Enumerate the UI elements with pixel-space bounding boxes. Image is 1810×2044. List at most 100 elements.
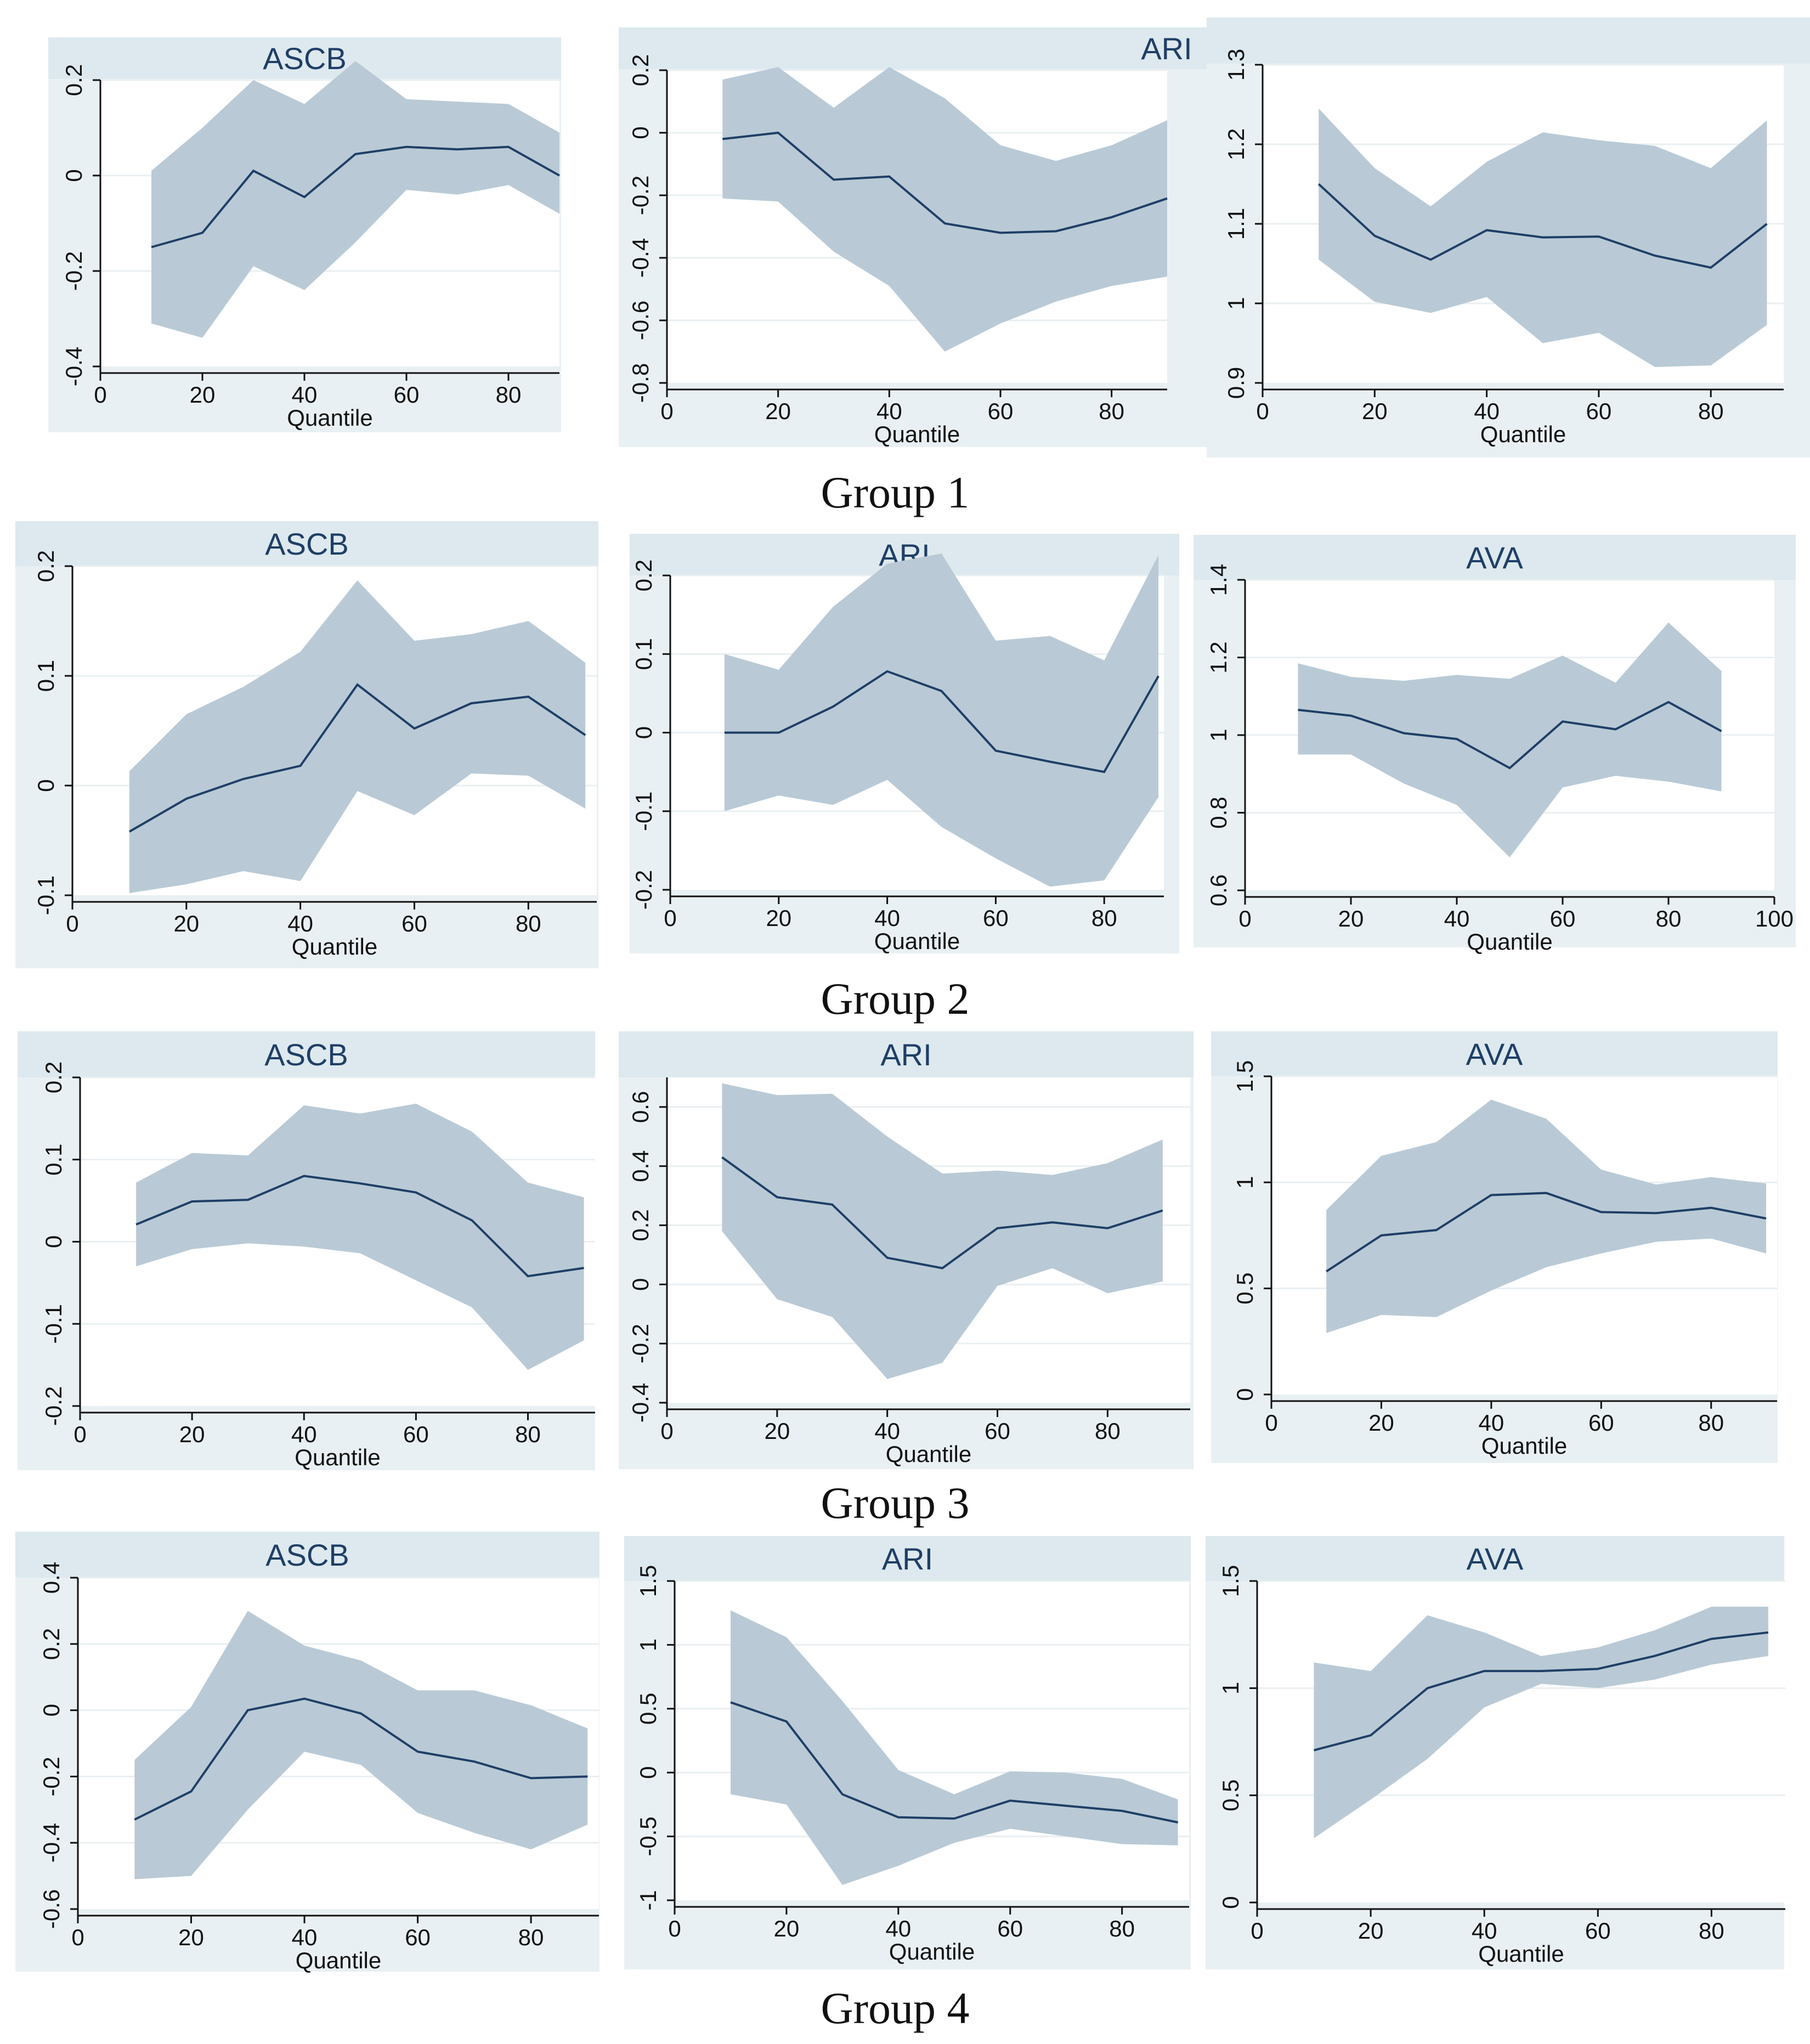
x-tick-label: 80 <box>1698 1410 1724 1436</box>
x-tick-label: 20 <box>178 1924 204 1950</box>
x-axis-label: Quantile <box>874 928 960 954</box>
x-tick-label: 40 <box>1479 1410 1504 1436</box>
coefficient-line <box>1313 1631 1769 1752</box>
confidence-band <box>724 553 1159 887</box>
coefficient-line <box>134 1697 588 1821</box>
confidence-band <box>1326 1099 1766 1333</box>
x-tick-label: 0 <box>1238 906 1251 931</box>
x-tick-label: 20 <box>1358 1918 1384 1944</box>
x-tick-label: 0 <box>1265 1410 1277 1436</box>
x-tick-label: 0 <box>1251 1918 1263 1944</box>
y-tick-label: 0.1 <box>631 638 657 670</box>
chart-panels: ASCB -0.4 -0.2 0 0.2 0 20 40 60 80 Quantile ARI -0.8… <box>15 18 1810 1973</box>
confidence-band <box>722 67 1167 352</box>
y-tick-label: 0.5 <box>635 1693 661 1725</box>
chart-title: ASCB <box>265 527 349 561</box>
x-tick-label: 0 <box>660 1418 673 1444</box>
x-tick-label: 0 <box>668 1916 681 1941</box>
y-tick-label: 0 <box>635 1766 661 1779</box>
x-tick-label: 40 <box>287 911 313 936</box>
y-tick-label: 1 <box>1232 1176 1258 1189</box>
y-tick-label: 1.3 <box>1223 49 1249 81</box>
x-tick-label: 80 <box>1656 906 1682 931</box>
coefficient-line <box>135 1175 584 1278</box>
title-bar <box>1207 18 1810 64</box>
y-tick-label: 1.5 <box>1232 1060 1258 1092</box>
x-tick-label: 40 <box>876 398 902 424</box>
y-tick-label: 1.1 <box>1223 208 1249 240</box>
title-bar <box>18 1031 595 1077</box>
x-tick-label: 40 <box>292 382 318 408</box>
y-tick-label: 0 <box>61 169 87 182</box>
x-tick-label: 20 <box>190 382 216 408</box>
y-tick-label: 0.4 <box>38 1562 64 1594</box>
y-tick-label: -0.5 <box>635 1816 661 1856</box>
chart-title: ASCB <box>265 1538 349 1572</box>
x-tick-label: 60 <box>1588 1410 1614 1436</box>
x-tick-label: 0 <box>1256 398 1269 424</box>
y-tick-label: 0 <box>627 126 653 139</box>
y-tick-label: 0 <box>38 1704 64 1716</box>
coefficient-line <box>724 670 1159 773</box>
chart-title: ASCB <box>263 41 347 76</box>
y-tick-label: -0.4 <box>38 1823 64 1862</box>
coefficient-line <box>151 145 560 249</box>
x-tick-label: 60 <box>394 382 420 408</box>
x-tick-label: 40 <box>885 1916 911 1941</box>
y-tick-label: -0.4 <box>61 347 87 386</box>
y-tick-label: 0 <box>1232 1388 1258 1401</box>
y-tick-label: 0.2 <box>41 1061 66 1093</box>
x-tick-label: 40 <box>1444 906 1470 931</box>
chart-title: ASCB <box>264 1037 348 1072</box>
chart-title: ARI <box>1141 31 1192 66</box>
chart-g3-ari: ARI -0.4 -0.2 0 0.2 0.4 0.6 0 20 40 60 80 Quantile <box>619 1031 1194 1469</box>
x-tick-label: 60 <box>997 1916 1023 1941</box>
chart-g2-ascb: ASCB -0.1 0 0.1 0.2 0 20 40 60 80 Quantile <box>15 521 598 968</box>
x-tick-label: 40 <box>1472 1918 1497 1944</box>
y-tick-label: 0.1 <box>33 660 59 692</box>
chart-title: ARI <box>882 1542 933 1576</box>
y-tick-label: -0.6 <box>38 1889 64 1929</box>
y-tick-label: 0.2 <box>38 1628 64 1660</box>
y-tick-label: 0.9 <box>1223 367 1249 399</box>
y-tick-label: -0.4 <box>627 1383 653 1422</box>
x-tick-label: 60 <box>985 1418 1010 1444</box>
x-tick-label: 0 <box>664 905 676 931</box>
x-tick-label: 60 <box>983 905 1009 931</box>
y-tick-label: -0.2 <box>627 1324 653 1363</box>
y-tick-label: 0 <box>1218 1896 1243 1909</box>
y-tick-label: 0.6 <box>627 1091 653 1123</box>
y-tick-label: 1.2 <box>1223 128 1249 160</box>
y-tick-label: -0.1 <box>41 1304 66 1343</box>
y-tick-label: 1.5 <box>1218 1565 1243 1597</box>
x-tick-label: 60 <box>403 1421 429 1447</box>
title-bar <box>1194 535 1796 580</box>
confidence-band <box>722 1083 1163 1379</box>
x-axis-label: Quantile <box>292 934 377 959</box>
group-label-4: Group 4 <box>821 1983 969 2033</box>
title-bar <box>15 521 598 566</box>
x-tick-label: 20 <box>765 398 791 424</box>
group-label-2: Group 2 <box>821 974 969 1024</box>
x-tick-label: 80 <box>1099 398 1124 424</box>
group-label-3: Group 3 <box>821 1478 969 1528</box>
x-tick-label: 60 <box>1585 1918 1611 1944</box>
y-tick-label: -1 <box>635 1890 661 1910</box>
chart-g3-ava: AVA 0 0.5 1 1.5 0 20 40 60 80 Quantile <box>1211 1031 1778 1463</box>
x-axis-label: Quantile <box>295 1444 380 1470</box>
title-bar <box>15 1532 599 1578</box>
y-tick-label: 0.1 <box>41 1144 66 1176</box>
x-tick-label: 60 <box>988 398 1014 424</box>
chart-g4-ava: AVA 0 0.5 1 1.5 0 20 40 60 80 Quantile <box>1206 1536 1785 1969</box>
y-tick-label: -0.1 <box>33 876 59 915</box>
chart-g2-ava: AVA 0.6 0.8 1 1.2 1.4 0 20 40 60 80 100 Quantile <box>1194 535 1796 955</box>
y-tick-label: -0.2 <box>627 176 653 215</box>
y-tick-label: -0.6 <box>627 301 653 340</box>
chart-g4-ascb: ASCB -0.6 -0.4 -0.2 0 0.2 0.4 0 20 40 60 80 Quantile <box>15 1532 599 1973</box>
x-axis-label: Quantile <box>296 1947 381 1973</box>
y-tick-label: 0.5 <box>1232 1273 1258 1305</box>
x-axis-label: Quantile <box>1478 1941 1564 1967</box>
y-tick-label: 0 <box>627 1278 653 1291</box>
coefficient-line <box>128 683 586 833</box>
